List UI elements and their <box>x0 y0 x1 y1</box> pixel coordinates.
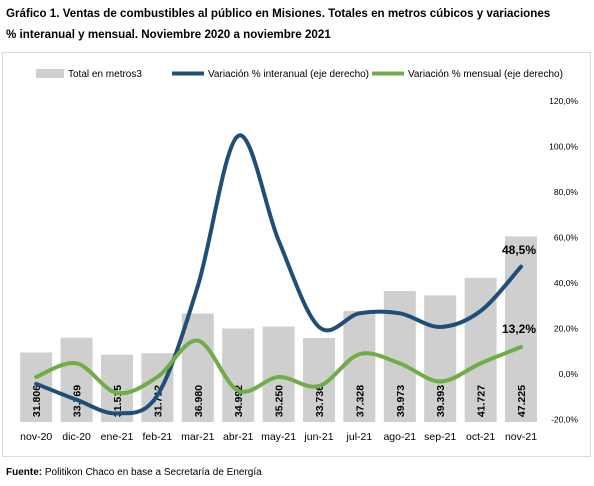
y2-tick-1: 100,0% <box>549 142 578 152</box>
y2-tick-5: 20,0% <box>554 324 579 334</box>
bar-label-oct-21: 41.727 <box>476 385 488 417</box>
x-tick-sep-21: sep-21 <box>424 431 456 443</box>
bar-mar-21 <box>181 313 214 422</box>
source-note: Fuente: Politikon Chaco en base a Secret… <box>6 467 262 478</box>
y2-tick-3: 60,0% <box>554 233 579 243</box>
bar-label-sep-21: 39.393 <box>435 385 447 417</box>
y2-tick-0: 120,0% <box>549 96 578 106</box>
source-text: Politikon Chaco en base a Secretaría de … <box>42 467 262 478</box>
annotation-mensual: 13,2% <box>502 322 536 336</box>
bar-label-feb-21: 31.712 <box>152 385 164 417</box>
bar-label-nov-20: 31.806 <box>31 385 43 417</box>
y2-tick-2: 80,0% <box>554 187 579 197</box>
mensual-line <box>34 338 523 396</box>
x-tick-ene-21: ene-21 <box>101 431 134 443</box>
bar-may-21 <box>262 326 295 422</box>
x-tick-dic-20: dic-20 <box>62 431 91 443</box>
x-tick-jul-21: jul-21 <box>346 431 373 443</box>
x-tick-jun-21: jun-21 <box>303 431 333 443</box>
x-tick-nov-21: nov-21 <box>505 431 537 443</box>
bar-label-nov-21: 47.225 <box>516 385 528 417</box>
y2-tick-7: -20,0% <box>551 415 578 425</box>
annotation-interanual: 48,5% <box>502 243 536 257</box>
chart-title: Gráfico 1. Ventas de combustibles al púb… <box>6 3 590 45</box>
bar-label-ago-21: 39.973 <box>395 385 407 417</box>
bar-label-may-21: 35.250 <box>274 385 286 417</box>
chart-title-line-2: % interanual y mensual. Noviembre 2020 a… <box>6 28 331 41</box>
x-tick-mar-21: mar-21 <box>181 431 214 443</box>
bar-sep-21 <box>424 295 457 422</box>
bar-label-jul-21: 37.328 <box>354 385 366 417</box>
legend-label-mensual: Variación % mensual (eje derecho) <box>408 69 563 80</box>
bar-label-mar-21: 36.980 <box>193 385 205 417</box>
bar-dic-20 <box>60 337 93 422</box>
y2-tick-6: 0,0% <box>559 369 579 379</box>
x-tick-feb-21: feb-21 <box>143 431 173 443</box>
x-tick-abr-21: abr-21 <box>223 431 254 443</box>
legend-label-total: Total en metros3 <box>68 69 142 80</box>
bar-jul-21 <box>343 310 376 422</box>
bar-abr-21 <box>222 328 255 422</box>
legend-label-interanual: Variación % interanual (eje derecho) <box>208 69 369 80</box>
x-tick-nov-20: nov-20 <box>20 431 52 443</box>
bar-label-jun-21: 33.736 <box>314 385 326 417</box>
chart-title-line-1: Gráfico 1. Ventas de combustibles al púb… <box>6 7 551 20</box>
source-label: Fuente: <box>6 467 43 478</box>
x-tick-ago-21: ago-21 <box>383 431 416 443</box>
legend-swatch-total <box>36 69 64 78</box>
interanual-line <box>34 133 523 416</box>
y2-tick-4: 40,0% <box>554 278 579 288</box>
x-tick-may-21: may-21 <box>261 431 296 443</box>
chart-frame <box>2 52 591 457</box>
x-tick-oct-21: oct-21 <box>466 431 495 443</box>
